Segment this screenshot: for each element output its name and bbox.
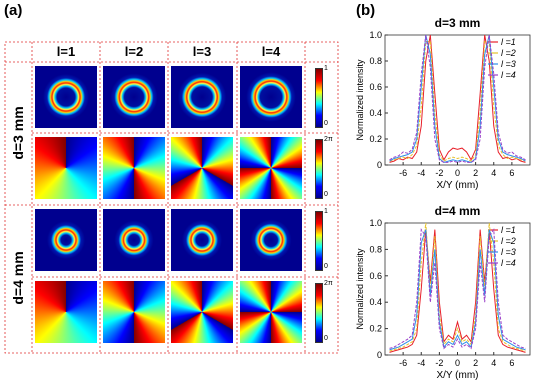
legend-label: l =1 bbox=[501, 225, 516, 235]
colorbar-label: 1 bbox=[324, 208, 328, 215]
y-tick-label: 0.8 bbox=[369, 56, 382, 66]
x-tick-label: 4 bbox=[491, 358, 496, 368]
y-axis-label: Normalized intensity bbox=[355, 248, 365, 330]
y-tick-label: 0.4 bbox=[369, 297, 382, 307]
series-line bbox=[389, 34, 526, 163]
column-header: l=2 bbox=[124, 44, 144, 59]
column-header: l=3 bbox=[192, 44, 212, 59]
legend-label: l =4 bbox=[501, 258, 516, 268]
intensity-image bbox=[35, 66, 97, 128]
y-tick-label: 0.2 bbox=[369, 324, 382, 334]
intensity-image bbox=[35, 209, 97, 271]
colorbar bbox=[315, 211, 323, 271]
colorbar-label: 2π bbox=[324, 136, 333, 143]
legend-label: l =4 bbox=[501, 70, 516, 80]
legend-label: l =3 bbox=[501, 59, 516, 69]
row-header: d=3 mm bbox=[10, 106, 26, 160]
series-line bbox=[389, 34, 526, 163]
phase-image bbox=[171, 137, 233, 199]
column-header: l=1 bbox=[56, 44, 76, 59]
line-charts: d=3 mm 0 0.2 0.4 0.6 0.8 1.0 -6 -4 -2 0 2 4 6 X/Y (mm)… bbox=[355, 16, 531, 381]
x-tick-label: -6 bbox=[399, 168, 407, 178]
y-tick-label: 0 bbox=[377, 350, 382, 360]
colorbar-label: 2π bbox=[324, 280, 333, 287]
colorbar bbox=[315, 68, 323, 128]
series-line bbox=[389, 34, 526, 163]
x-tick-label: -4 bbox=[417, 358, 425, 368]
x-tick-label: 0 bbox=[455, 358, 460, 368]
x-tick-label: -6 bbox=[399, 358, 407, 368]
y-tick-label: 0 bbox=[377, 160, 382, 170]
y-tick-label: 0.8 bbox=[369, 244, 382, 254]
panel-label: (a) bbox=[4, 2, 23, 19]
phase-image bbox=[171, 281, 233, 343]
colorbar-label: 0 bbox=[324, 191, 328, 198]
series-line bbox=[389, 222, 526, 352]
x-tick-label: 6 bbox=[509, 358, 514, 368]
x-tick-label: 0 bbox=[455, 168, 460, 178]
x-tick-label: 2 bbox=[473, 168, 478, 178]
x-tick-label: 2 bbox=[473, 358, 478, 368]
legend-label: l =2 bbox=[501, 48, 516, 58]
legend-label: l =2 bbox=[501, 236, 516, 246]
intensity-image bbox=[240, 209, 302, 271]
y-tick-label: 0.6 bbox=[369, 82, 382, 92]
x-tick-label: -2 bbox=[435, 358, 443, 368]
colorbar-label: 0 bbox=[324, 263, 328, 270]
column-header: l=4 bbox=[261, 44, 281, 59]
phase-image bbox=[35, 137, 97, 199]
phase-image bbox=[35, 281, 97, 343]
intensity-image bbox=[103, 209, 165, 271]
intensity-image bbox=[171, 209, 233, 271]
series-line bbox=[389, 41, 526, 162]
phase-image bbox=[103, 281, 165, 343]
y-tick-label: 0.6 bbox=[369, 271, 382, 281]
colorbar bbox=[315, 139, 323, 199]
chart-title: d=4 mm bbox=[435, 204, 481, 218]
legend-label: l =3 bbox=[501, 247, 516, 257]
series-line bbox=[389, 229, 526, 351]
x-tick-label: -4 bbox=[417, 168, 425, 178]
x-axis-label: X/Y (mm) bbox=[436, 370, 478, 381]
series-line bbox=[389, 228, 526, 350]
x-tick-label: -2 bbox=[435, 168, 443, 178]
panel-label: (b) bbox=[356, 2, 376, 19]
series-line bbox=[389, 229, 526, 353]
phase-image bbox=[240, 281, 302, 343]
colorbar bbox=[315, 283, 323, 343]
y-tick-label: 0.2 bbox=[369, 134, 382, 144]
y-tick-label: 0.4 bbox=[369, 108, 382, 118]
grid-lines bbox=[4, 41, 339, 354]
x-tick-label: 6 bbox=[509, 168, 514, 178]
chart-title: d=3 mm bbox=[435, 16, 481, 30]
y-tick-label: 1.0 bbox=[369, 30, 382, 40]
phase-image bbox=[240, 137, 302, 199]
colorbar-label: 0 bbox=[324, 120, 328, 127]
y-axis-label: Normalized intensity bbox=[355, 59, 365, 141]
colorbar-label: 1 bbox=[324, 65, 328, 72]
intensity-image bbox=[240, 66, 302, 128]
row-header: d=4 mm bbox=[10, 251, 26, 305]
intensity-image bbox=[103, 66, 165, 128]
phase-image bbox=[103, 137, 165, 199]
x-tick-label: 4 bbox=[491, 168, 496, 178]
y-tick-label: 1.0 bbox=[369, 218, 382, 228]
x-axis-label: X/Y (mm) bbox=[436, 180, 478, 191]
colorbar-label: 0 bbox=[324, 335, 328, 342]
intensity-image bbox=[171, 66, 233, 128]
legend-label: l =1 bbox=[501, 37, 516, 47]
